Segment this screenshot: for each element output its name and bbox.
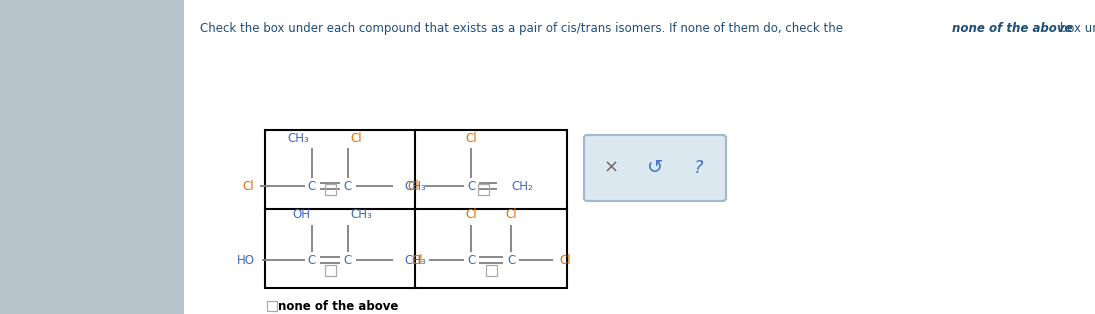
Text: Cl: Cl <box>505 208 517 221</box>
Bar <box>324 264 335 275</box>
Text: C: C <box>507 253 515 267</box>
Text: C: C <box>344 180 353 192</box>
Text: CH₃: CH₃ <box>287 132 309 144</box>
Text: Cl: Cl <box>412 253 423 267</box>
Text: Cl: Cl <box>350 132 361 144</box>
Text: C: C <box>466 253 475 267</box>
Text: C: C <box>308 180 316 192</box>
FancyBboxPatch shape <box>584 135 726 201</box>
Text: none of the above: none of the above <box>278 300 399 312</box>
Bar <box>267 301 277 311</box>
Text: CH₃: CH₃ <box>350 208 371 221</box>
Text: Cl: Cl <box>465 208 476 221</box>
Text: OH: OH <box>292 208 310 221</box>
Text: CH₃: CH₃ <box>404 253 426 267</box>
Bar <box>324 183 335 194</box>
Text: CH₂: CH₂ <box>511 180 533 192</box>
Text: Cl: Cl <box>465 132 476 144</box>
Text: CH₃: CH₃ <box>404 180 426 192</box>
Text: Cl: Cl <box>242 180 254 192</box>
Text: Check the box under each compound that exists as a pair of cis/trans isomers. If: Check the box under each compound that e… <box>200 22 846 35</box>
Text: ↺: ↺ <box>647 159 664 177</box>
Bar <box>265 130 567 288</box>
Text: C: C <box>344 253 353 267</box>
Bar <box>184 0 1095 314</box>
Text: ?: ? <box>694 159 703 177</box>
Bar <box>477 183 488 194</box>
Text: none of the above: none of the above <box>952 22 1072 35</box>
Text: Cl: Cl <box>560 253 570 267</box>
Text: box under the table.: box under the table. <box>1056 22 1095 35</box>
Text: C: C <box>466 180 475 192</box>
Text: C: C <box>308 253 316 267</box>
Text: Cl: Cl <box>407 180 419 192</box>
Text: HO: HO <box>237 253 255 267</box>
Bar <box>485 264 496 275</box>
Text: ×: × <box>604 159 619 177</box>
